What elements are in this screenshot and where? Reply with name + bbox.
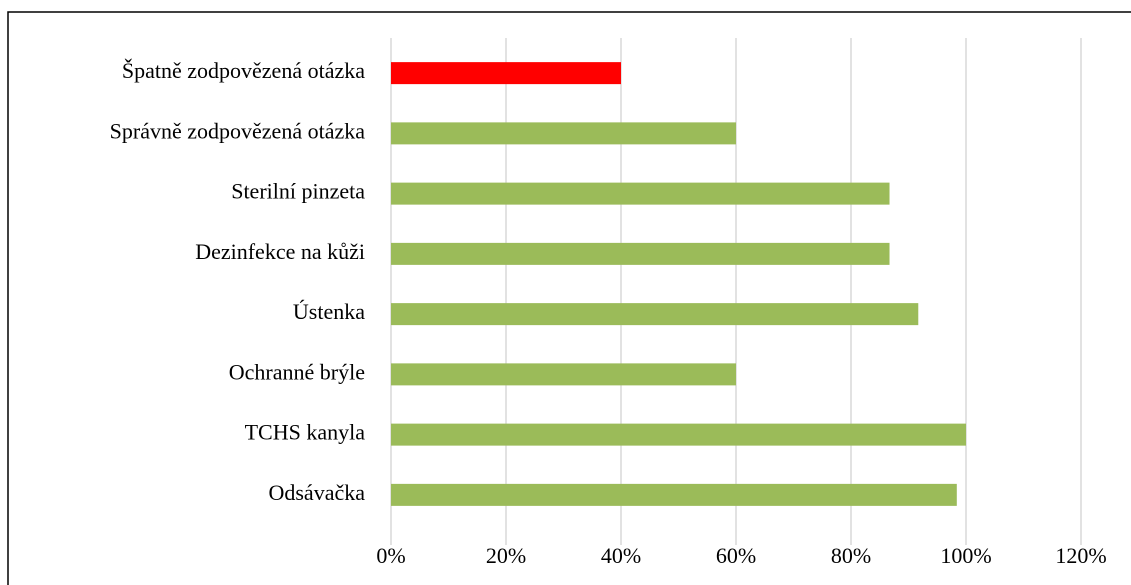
y-tick-label: Špatně zodpovězená otázka — [122, 58, 365, 83]
x-tick-label: 120% — [1055, 543, 1106, 568]
y-tick-label: Sterilní pinzeta — [231, 179, 365, 204]
y-tick-label: Odsávačka — [268, 480, 365, 505]
x-tick-label: 80% — [831, 543, 871, 568]
y-tick-label: TCHS kanyla — [245, 420, 366, 445]
bar — [391, 62, 621, 85]
bar — [391, 423, 966, 446]
bar — [391, 303, 919, 326]
bar — [391, 122, 736, 145]
y-tick-label: Dezinfekce na kůži — [195, 239, 365, 264]
y-tick-label: Správně zodpovězená otázka — [110, 118, 366, 143]
bar — [391, 363, 736, 386]
x-tick-label: 20% — [486, 543, 526, 568]
x-tick-label: 60% — [716, 543, 756, 568]
bar — [391, 242, 890, 265]
bar — [391, 483, 957, 506]
x-tick-label: 100% — [940, 543, 991, 568]
y-tick-label: Ochranné brýle — [229, 359, 365, 384]
x-tick-label: 0% — [376, 543, 405, 568]
bar — [391, 182, 890, 205]
y-tick-label: Ústenka — [293, 299, 365, 324]
x-tick-label: 40% — [601, 543, 641, 568]
